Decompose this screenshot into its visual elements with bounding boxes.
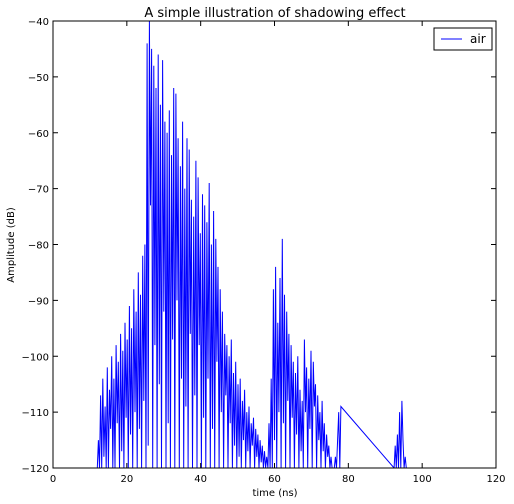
- y-tick-label: −100: [22, 352, 49, 363]
- x-axis-label: time (ns): [252, 488, 297, 499]
- y-tick-label: −50: [28, 73, 49, 84]
- y-axis-label: Amplitude (dB): [6, 207, 17, 283]
- x-tick-label: 60: [268, 474, 281, 485]
- x-tick-label: 100: [413, 474, 432, 485]
- x-tick-label: 0: [50, 474, 56, 485]
- y-tick-label: −40: [28, 17, 49, 28]
- y-tick-label: −60: [28, 129, 49, 140]
- y-tick-label: −70: [28, 185, 49, 196]
- y-tick-label: −90: [28, 296, 49, 307]
- legend: air: [433, 27, 493, 51]
- legend-box: [433, 27, 493, 51]
- y-axis: −40 −50 −60 −70 −80 −90 −100 −110 −120: [22, 17, 496, 475]
- x-tick-label: 40: [194, 474, 207, 485]
- y-tick-label: −80: [28, 241, 49, 252]
- x-axis: 0 20 40 60 80 100 120: [50, 21, 506, 485]
- x-tick-label: 120: [486, 474, 505, 485]
- x-tick-label: 20: [120, 474, 133, 485]
- legend-label-air: air: [470, 32, 486, 46]
- y-tick-label: −120: [22, 464, 49, 475]
- x-tick-label: 80: [342, 474, 355, 485]
- chart-title: A simple illustration of shadowing effec…: [144, 6, 405, 21]
- y-tick-label: −110: [22, 408, 49, 419]
- series-line-air: [96, 21, 407, 468]
